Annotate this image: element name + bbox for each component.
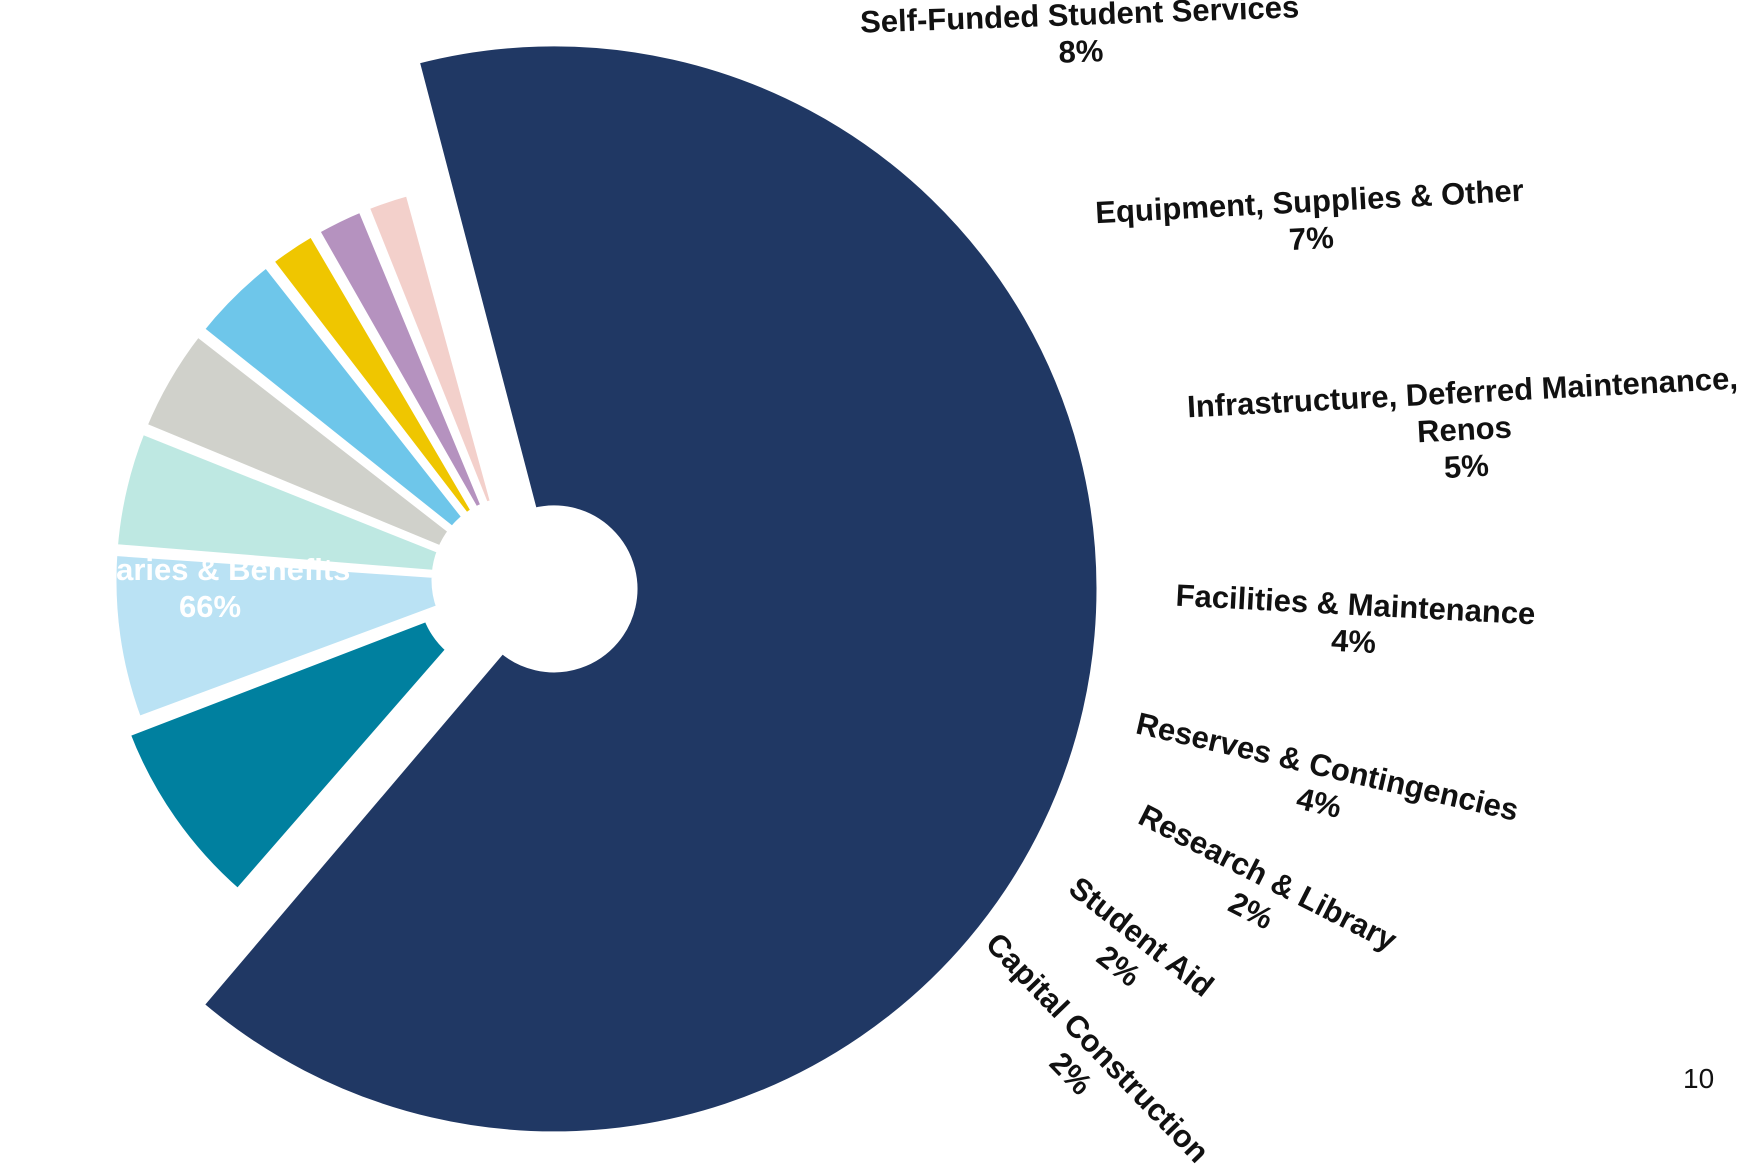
pie-slice-infrastructure-deferred-maintenance-renos <box>110 426 446 578</box>
percent-label: 8% <box>1058 33 1104 70</box>
category-label: Student Aid <box>1063 870 1221 1004</box>
pie-slice-facilities-maintenance <box>139 328 457 554</box>
pie-slice-salaries-benefits <box>195 39 1104 1139</box>
category-label: Research & Library <box>1133 798 1403 959</box>
pie-slice-equipment-supplies-other <box>109 548 445 725</box>
label-self-funded-student-services: Self-Funded Student Services8% <box>860 0 1302 77</box>
percent-label: 4% <box>1293 781 1345 825</box>
category-label: Salaries & Benefits <box>70 552 351 587</box>
percent-label: 5% <box>1443 448 1490 485</box>
pie-slice-capital-construction <box>361 188 499 511</box>
pie-slice-student-aid <box>311 204 489 516</box>
label-salaries-benefits: Salaries & Benefits 66% <box>70 552 351 624</box>
pie-slice-self-funded-student-services <box>122 613 455 898</box>
pie-slice-reserves-contingencies <box>195 259 471 536</box>
percent-label: 4% <box>1330 623 1377 660</box>
percent-label: 7% <box>1288 220 1335 257</box>
category-label: Renos <box>1416 410 1512 450</box>
page-number: 10 <box>1683 1063 1715 1094</box>
label-facilities-maintenance: Facilities & Maintenance4% <box>1173 578 1536 669</box>
pie-slice-research-library <box>265 228 480 522</box>
label-infrastructure-deferred-maintenance-renos: Infrastructure, Deferred Maintenance,Ren… <box>1186 361 1742 499</box>
pie-slices <box>109 39 1104 1139</box>
label-equipment-supplies-other: Equipment, Supplies & Other7% <box>1094 173 1526 267</box>
percent-label: 66% <box>179 589 241 624</box>
